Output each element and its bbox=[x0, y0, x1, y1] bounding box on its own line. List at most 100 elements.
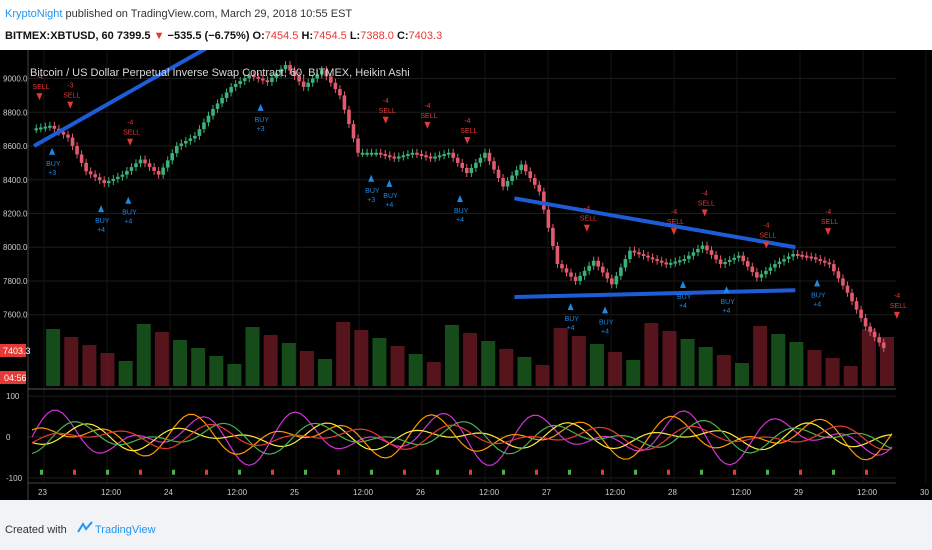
candle-body bbox=[170, 153, 175, 161]
osc-signal-dot bbox=[436, 469, 439, 475]
candle-body bbox=[641, 253, 646, 256]
footer: Created with TradingView bbox=[0, 508, 932, 550]
candle-body bbox=[256, 76, 261, 79]
oscillator-line bbox=[31, 409, 893, 466]
osc-signal-dot bbox=[568, 469, 571, 475]
candle-body bbox=[673, 261, 678, 264]
candle-body bbox=[854, 301, 859, 310]
osc-signal-dot bbox=[106, 469, 109, 475]
signal-strength: +4 bbox=[601, 328, 609, 335]
close-value: 7403.3 bbox=[408, 30, 443, 42]
candle-body bbox=[247, 75, 252, 79]
x-tick-label: 27 bbox=[542, 488, 551, 497]
candle-body bbox=[238, 81, 243, 85]
candle-body bbox=[433, 156, 437, 159]
volume-bar bbox=[861, 329, 876, 386]
sell-label: SELL bbox=[698, 201, 715, 208]
buy-arrow-icon bbox=[257, 103, 264, 111]
sell-label: SELL bbox=[890, 303, 907, 310]
trend-lines bbox=[33, 50, 796, 299]
candle-body bbox=[279, 69, 283, 74]
candle-body bbox=[519, 164, 523, 171]
candle-body bbox=[397, 156, 401, 159]
buy-arrow-icon bbox=[679, 281, 686, 289]
buy-arrow-icon bbox=[125, 196, 132, 204]
candle-body bbox=[628, 250, 632, 260]
candle-body bbox=[773, 264, 777, 268]
author-link[interactable]: KryptoNight bbox=[5, 8, 63, 20]
candle-body bbox=[483, 152, 487, 158]
price-tick-label: 8600.0 bbox=[3, 142, 28, 151]
osc-signal-dot bbox=[73, 469, 76, 475]
candle-body bbox=[736, 255, 741, 258]
volume-bar bbox=[698, 347, 713, 386]
volume-bar bbox=[662, 331, 677, 386]
symbol-label: BITMEX:XBTUSD, 60 bbox=[5, 30, 114, 42]
price-chart[interactable]: -4 SELL -3 SELL BUY +3 BUY +4 BUY +4 -4 SELL SELL BUY… bbox=[0, 50, 932, 500]
volume-bar bbox=[680, 339, 695, 386]
candle-body bbox=[446, 152, 451, 155]
candle-body bbox=[215, 103, 220, 109]
candle-body bbox=[116, 176, 120, 179]
osc-signal-dot bbox=[337, 469, 340, 475]
candle-body bbox=[650, 257, 655, 260]
candle-body bbox=[297, 76, 301, 82]
oscillator-line bbox=[31, 413, 893, 461]
osc-signal-dot bbox=[799, 469, 802, 475]
candle-body bbox=[347, 109, 351, 125]
osc-signal-dot bbox=[370, 469, 373, 475]
signal-strength: -4 bbox=[383, 98, 389, 105]
trend-line bbox=[514, 288, 796, 299]
candle-body bbox=[360, 152, 365, 155]
tradingview-brand[interactable]: TradingView bbox=[95, 524, 156, 536]
tradingview-logo-icon[interactable] bbox=[77, 520, 93, 534]
volume-bar bbox=[789, 342, 804, 386]
candle-body bbox=[469, 167, 474, 174]
osc-signal-dot bbox=[139, 469, 142, 475]
candle-body bbox=[143, 159, 147, 164]
chart-area[interactable]: -4 SELL -3 SELL BUY +3 BUY +4 BUY +4 -4 SELL SELL BUY… bbox=[0, 50, 932, 500]
candle-body bbox=[600, 266, 605, 273]
open-label: O: bbox=[252, 30, 265, 42]
candle-body bbox=[75, 146, 79, 155]
candle-body bbox=[261, 78, 265, 81]
buy-label: BUY bbox=[599, 319, 614, 326]
candle-body bbox=[619, 267, 623, 276]
candle-body bbox=[596, 260, 601, 267]
signal-strength: +3 bbox=[257, 126, 265, 133]
volume-bar bbox=[209, 356, 224, 386]
candle-body bbox=[582, 270, 587, 276]
volume-bar bbox=[825, 358, 840, 386]
volume-bar bbox=[571, 336, 586, 386]
candle-body bbox=[610, 278, 614, 285]
low-label: L: bbox=[349, 30, 361, 42]
candle-body bbox=[229, 86, 233, 93]
candle-body bbox=[93, 174, 97, 178]
buy-arrow-icon bbox=[49, 147, 56, 155]
volume-bar bbox=[354, 330, 369, 386]
volume-bar bbox=[535, 365, 550, 386]
candle-body bbox=[605, 272, 610, 279]
price-tick-label: 7800.0 bbox=[3, 277, 28, 286]
volume-bars bbox=[46, 322, 894, 386]
volume-bar bbox=[771, 334, 786, 386]
signal-strength: -3 bbox=[67, 83, 73, 90]
candle-body bbox=[709, 250, 714, 255]
candle-body bbox=[52, 125, 57, 129]
candle-body bbox=[220, 97, 224, 104]
sell-label: SELL bbox=[420, 113, 437, 120]
price-change: −535.5 (−6.75%) bbox=[167, 30, 250, 42]
ohlc-line: BITMEX:XBTUSD, 60 7399.5 ▼ −535.5 (−6.75… bbox=[5, 30, 442, 42]
candle-body bbox=[333, 82, 338, 90]
osc-signal-dot bbox=[403, 469, 406, 475]
oscillator-line bbox=[31, 419, 893, 455]
candle-body bbox=[823, 260, 827, 263]
sell-arrow-icon bbox=[893, 311, 900, 319]
volume-bar bbox=[118, 361, 133, 386]
signal-strength: +4 bbox=[722, 308, 730, 315]
candle-body bbox=[129, 167, 134, 171]
candle-body bbox=[288, 65, 292, 71]
candle-body bbox=[474, 162, 478, 168]
volume-bar bbox=[626, 360, 641, 386]
candle-body bbox=[428, 156, 433, 159]
